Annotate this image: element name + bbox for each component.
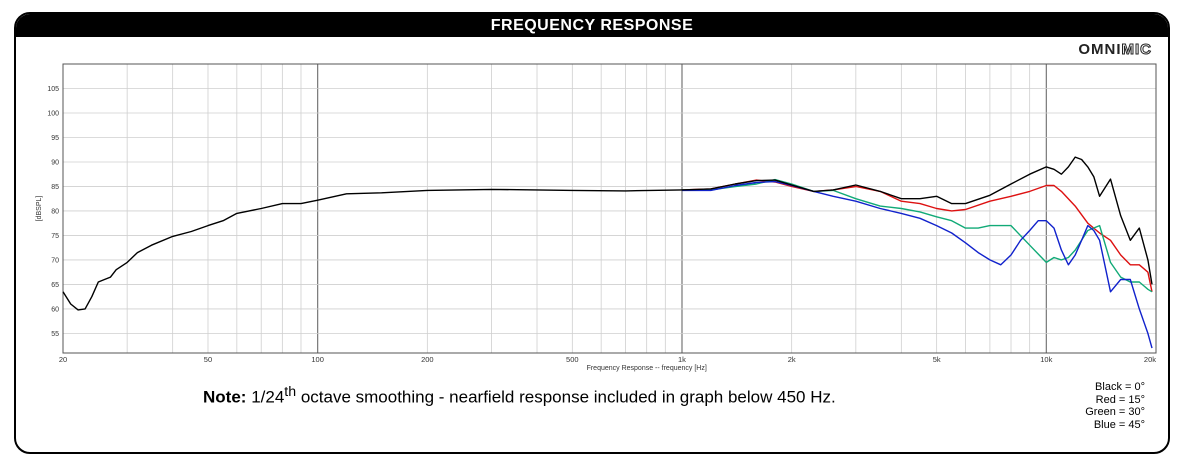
x-tick-label: 200 [421, 355, 434, 364]
x-axis-label: Frequency Response -- frequency [Hz] [587, 365, 707, 372]
series-lines [62, 156, 1153, 349]
legend-black: Black = 0° [1095, 381, 1145, 393]
x-tick-label: 20k [1144, 355, 1156, 364]
chart-frame: FREQUENCY RESPONSE OMNIMIC [14, 12, 1170, 454]
y-tick-label: 70 [51, 257, 59, 264]
legend-green: Green = 30° [1085, 406, 1145, 418]
series-line-black [62, 156, 1153, 311]
omnimic-logo: OMNIMIC [1078, 41, 1152, 59]
y-tick-label: 80 [51, 208, 59, 215]
y-tick-label: 85 [51, 184, 59, 191]
plot-area [62, 63, 1157, 354]
x-tick-label: 20 [59, 355, 67, 364]
logo-outline: MIC [1121, 41, 1152, 59]
logo-bold: OMNI [1078, 41, 1122, 58]
x-tick-label: 500 [566, 355, 579, 364]
y-tick-label: 95 [51, 135, 59, 142]
x-tick-labels: 20 50 100 200 500 1k 2k 5k 10k 20k [59, 355, 1156, 364]
note-text: octave smoothing - nearfield response in… [300, 387, 836, 407]
series-line-red [681, 179, 1153, 292]
note-sup: th [284, 384, 297, 400]
x-tick-label: 2k [788, 355, 796, 364]
y-tick-label: 105 [47, 86, 59, 93]
y-axis-label: [dBSPL] [36, 196, 43, 222]
plot-grid [63, 64, 1156, 353]
y-tick-labels: 55 60 65 70 75 80 85 90 95 100 105 [47, 86, 59, 338]
x-tick-label: 100 [311, 355, 324, 364]
series-line-green [682, 178, 1153, 293]
y-tick-label: 75 [51, 233, 59, 240]
note-pre: 1/24 [251, 387, 285, 407]
y-tick-label: 65 [51, 282, 59, 289]
x-tick-label: 1k [678, 355, 686, 364]
x-tick-label: 50 [204, 355, 212, 364]
y-tick-label: 55 [51, 331, 59, 338]
angle-legend: Black = 0° Red = 15° Green = 30° Blue = … [1085, 381, 1145, 431]
chart-title: FREQUENCY RESPONSE [16, 14, 1168, 37]
x-tick-label: 5k [933, 355, 941, 364]
series-line-blue [682, 180, 1153, 349]
y-tick-label: 90 [51, 159, 59, 166]
smoothing-note: Note: 1/24th octave smoothing - nearfiel… [203, 384, 836, 408]
legend-red: Red = 15° [1095, 393, 1145, 406]
x-tick-label: 10k [1040, 355, 1052, 364]
legend-blue: Blue = 45° [1093, 418, 1145, 431]
y-tick-label: 60 [51, 306, 59, 313]
note-label: Note: [203, 387, 247, 407]
y-tick-label: 100 [47, 110, 59, 117]
